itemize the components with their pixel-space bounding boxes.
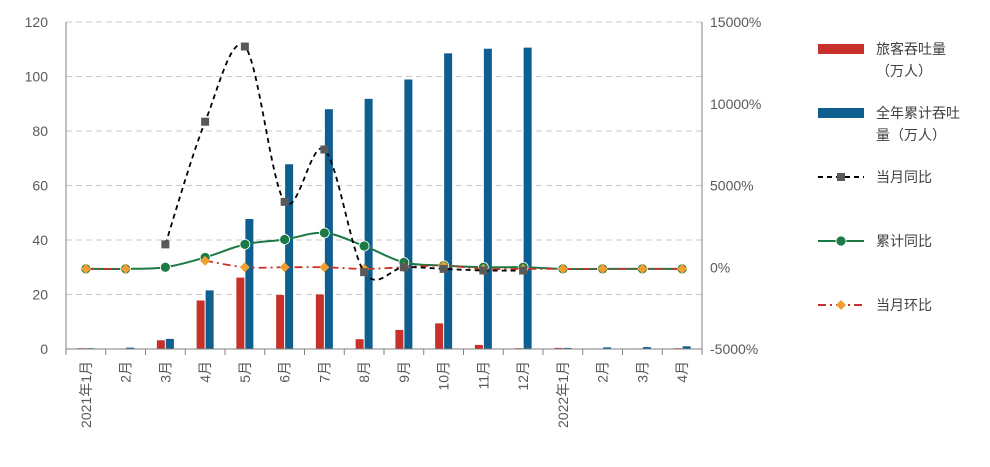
point-yoy [439,264,448,273]
point-cumulative-yoy [239,238,251,250]
point-yoy [320,145,329,154]
legend-marker [837,173,845,181]
x-category-label: 2022年1月 [555,361,571,428]
bar-cumulative [126,347,135,349]
x-category-label: 10月 [436,361,452,391]
bar-cumulative [603,347,612,349]
line-yoy [164,43,524,281]
bar-cumulative [285,164,294,349]
legend-label: 量（万人） [876,127,946,143]
point-cumulative-yoy [159,261,171,273]
bar-cumulative [205,290,214,349]
bar-cumulative [245,219,254,349]
x-category-label: 12月 [515,361,531,391]
line-series-group [80,42,688,281]
point-mom [80,263,91,274]
legend-label: 累计同比 [876,233,932,249]
point-yoy [280,197,289,206]
y-left-tick-label: 80 [32,123,48,139]
point-yoy [201,117,210,126]
bar-monthly [395,329,404,349]
legend-swatch [818,44,864,54]
point-mom [120,263,131,274]
point-yoy [399,263,408,272]
x-category-label: 2月 [118,361,134,383]
bar-cumulative [165,338,174,349]
y-left-tick-label: 40 [32,232,48,248]
bar-cumulative [444,53,453,350]
x-category-label: 3月 [634,361,650,383]
x-category-label: 2021年1月 [78,361,94,428]
point-yoy [479,266,488,275]
point-mom [637,263,648,274]
y-right-tick-label: -5000% [710,341,758,357]
bar-monthly [236,277,245,349]
point-cumulative-yoy [358,240,370,252]
bar-monthly [276,295,285,349]
legend-label: 当月同比 [876,169,932,185]
legend-label: 旅客吞吐量 [876,41,946,57]
axes [65,22,703,355]
bar-monthly [435,323,444,349]
bar-monthly [315,294,324,349]
x-category-label: 8月 [356,361,372,383]
bar-monthly [156,340,165,349]
legend-label: 当月环比 [876,297,932,313]
x-category-label: 9月 [396,361,412,383]
point-cumulative-yoy [318,227,330,239]
point-yoy [240,42,249,51]
y-right-tick-label: 5000% [710,178,754,194]
point-mom [200,255,211,266]
point-mom [597,263,608,274]
x-category-label: 7月 [316,361,332,383]
tick-labels: 0 20 40 60 80 100 120 -5000% 0% 5000% 10000% 15000%… [25,14,762,428]
bar-monthly [196,300,205,349]
y-right-tick-label: 15000% [710,14,761,30]
bar-monthly [474,344,483,349]
legend-label: （万人） [876,63,932,79]
point-mom [677,263,688,274]
bar-cumulative [642,347,651,349]
legend-marker [836,300,846,310]
x-category-label: 3月 [157,361,173,383]
x-category-label: 6月 [277,361,293,383]
point-yoy [360,268,369,277]
x-category-label: 4月 [674,361,690,383]
x-category-label: 2月 [595,361,611,383]
bar-cumulative [364,98,373,349]
line-cumulative-yoy [85,231,683,271]
bar-cumulative [682,346,691,349]
bar-cumulative [324,109,333,349]
y-left-tick-label: 0 [40,341,48,357]
y-left-tick-label: 120 [25,14,49,30]
bar-monthly [355,339,364,349]
point-yoy [161,240,170,249]
y-right-tick-label: 10000% [710,96,761,112]
x-category-label: 11月 [475,361,491,390]
bar-cumulative [523,47,532,350]
gridlines [66,21,702,295]
bar-cumulative [483,48,492,350]
y-left-tick-label: 60 [32,178,48,194]
point-mom [279,262,290,273]
y-left-tick-label: 100 [25,69,49,85]
legend-label: 全年累计吞吐 [876,105,960,121]
x-category-label: 4月 [197,361,213,383]
bar-cumulative [404,79,413,349]
point-yoy [519,266,528,275]
bar-cumulative [563,347,572,349]
point-mom [239,262,250,273]
point-mom [557,263,568,274]
bar-series-group [77,47,691,350]
y-right-tick-label: 0% [710,259,730,275]
legend-swatch [818,108,864,118]
x-category-label: 5月 [237,361,253,383]
legend-marker [835,235,847,247]
point-cumulative-yoy [279,234,291,245]
point-mom [319,262,330,273]
y-left-tick-label: 20 [32,287,48,303]
bar-monthly [554,347,563,349]
